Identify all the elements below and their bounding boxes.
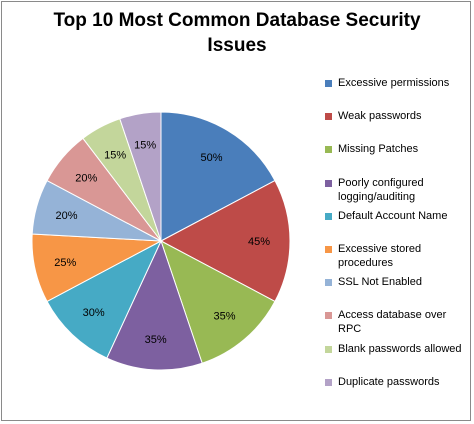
slice-data-label: 35% [145,334,167,346]
chart-title: Top 10 Most Common Database Security Iss… [0,8,474,58]
legend-label: Access database over RPC [338,309,447,336]
legend-item: Default Account Name [325,209,470,223]
pie-slice [160,239,276,364]
legend-label: Excessive stored procedures [338,243,422,269]
legend-swatch [325,279,332,287]
legend-item: Poorly configured logging/auditing [325,176,470,204]
legend-swatch [325,113,332,121]
legend-item: SSL Not Enabled [325,275,470,289]
legend-swatch [325,345,332,353]
slice-data-label: 50% [200,152,222,164]
legend-swatch [325,246,332,253]
legend-item: Access database over RPC [325,308,470,336]
legend-item: Excessive permissions [325,76,470,90]
legend-label: Weak passwords [338,110,422,123]
legend-item: Blank passwords allowed [325,342,470,356]
legend-item: Weak passwords [325,109,470,123]
slice-data-label: 25% [54,257,76,269]
legend-label: Blank passwords allowed [338,342,462,355]
legend-swatch [325,146,332,154]
pie-slice [160,111,276,242]
slice-data-label: 15% [134,139,156,151]
legend-label: SSL Not Enabled [338,276,422,289]
legend-item: Excessive stored procedures [325,242,470,270]
slice-data-label: 30% [83,307,105,319]
slice-data-label: 20% [55,210,77,222]
chart-title-line-2: Issues [207,35,267,56]
legend-label: Duplicate passwords [338,375,440,388]
pie-slice [106,239,203,371]
legend-swatch [325,80,332,87]
legend-item: Duplicate passwords [325,375,470,389]
slice-data-label: 35% [213,311,235,323]
pie-slice [119,111,162,242]
pie-slice [46,239,163,359]
legend-swatch [325,179,332,187]
slice-data-label: 15% [104,149,126,161]
legend-label: Excessive permissions [338,77,450,89]
legend-label: Poorly configured logging/auditing [338,176,424,203]
pie-slice [159,179,291,303]
legend-label: Missing Patches [338,143,419,156]
legend-swatch [325,212,332,220]
legend-swatch [325,378,332,386]
chart-title-line-1: Top 10 Most Common Database Security [53,10,421,31]
legend-item: Missing Patches [325,142,470,156]
slice-data-label: 20% [75,173,97,185]
slice-data-label: 45% [248,236,270,248]
legend-label: Default Account Name [338,209,448,222]
legend-swatch [325,312,332,320]
